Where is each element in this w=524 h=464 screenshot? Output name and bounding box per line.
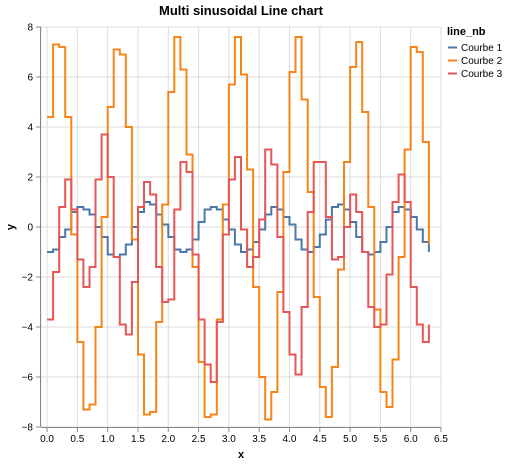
- x-tick-label: 2.0: [161, 434, 175, 445]
- x-tick-label: 1.0: [101, 434, 115, 445]
- x-tick-label: 1.5: [131, 434, 145, 445]
- legend: line_nb Courbe 1 Courbe 2 Courbe 3: [447, 26, 503, 80]
- series-layer: [47, 36, 430, 421]
- x-tick-label: 3.5: [252, 434, 266, 445]
- y-tick-label: 8: [27, 23, 33, 34]
- axes: 0.0 0.5 1.0 1.5 2.0 2.5 3.0 3.5 4.0 4.5 5.0 5.5 6.0 6…: [22, 23, 449, 446]
- x-axis-title: x: [238, 449, 245, 461]
- series-line-courbe-2: [47, 36, 430, 421]
- series-line-courbe-3: [47, 133, 430, 383]
- chart-title: Multi sinusoidal Line chart: [159, 3, 324, 18]
- y-axis-title: y: [5, 223, 17, 230]
- y-tick-label: 2: [27, 173, 33, 184]
- x-tick-label: 3.0: [222, 434, 236, 445]
- x-tick-label: 0.5: [70, 434, 84, 445]
- y-tick-label: 0: [27, 223, 33, 234]
- y-tick-label: −6: [22, 373, 34, 384]
- x-tick-label: 5.5: [373, 434, 387, 445]
- legend-title: line_nb: [447, 26, 486, 38]
- legend-label: Courbe 2: [461, 56, 503, 67]
- x-tick-label: 5.0: [343, 434, 357, 445]
- y-tick-label: −8: [22, 423, 34, 434]
- y-tick-label: −2: [22, 273, 34, 284]
- x-tick-label: 6.0: [404, 434, 418, 445]
- legend-label: Courbe 3: [461, 69, 503, 80]
- y-tick-label: −4: [22, 323, 34, 334]
- series-line-courbe-1: [47, 201, 430, 258]
- x-tick-label: 2.5: [192, 434, 206, 445]
- y-tick-label: 6: [27, 73, 33, 84]
- x-tick-label: 6.5: [434, 434, 448, 445]
- x-tick-label: 4.0: [283, 434, 297, 445]
- x-tick-label: 4.5: [313, 434, 327, 445]
- y-tick-label: 4: [27, 123, 33, 134]
- x-tick-label: 0.0: [40, 434, 54, 445]
- legend-label: Courbe 1: [461, 43, 503, 54]
